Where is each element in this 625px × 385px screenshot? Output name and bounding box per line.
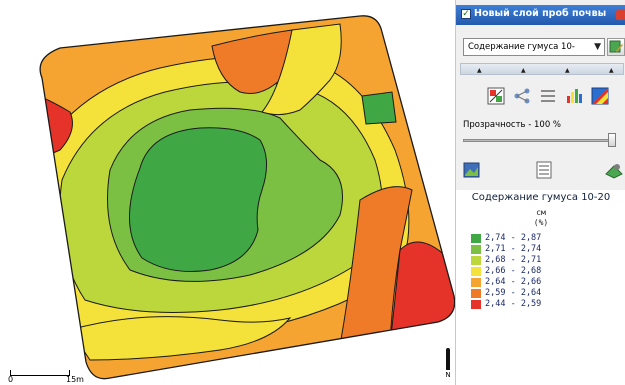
legend-swatch [471,234,481,243]
legend-swatch [471,245,481,254]
close-icon[interactable] [616,10,625,20]
layer-title: Новый слой проб почвы [474,8,607,19]
legend-range: 2,71 - 2,74 [485,244,542,254]
field-boundary [39,15,455,380]
pencil-icon [609,40,623,53]
opacity-slider-handle[interactable] [608,133,616,147]
layer-actions [456,160,625,184]
map-image-icon[interactable] [462,160,482,180]
legend-unit-line1: см [536,208,546,217]
soil-zone-map [39,15,455,380]
scale-distance-label: 15m [66,375,84,384]
scale-line [10,370,70,376]
ruler-tick[interactable]: ▲ [477,67,482,74]
zone-bottom-strip [69,316,292,361]
zone-dark-green [129,127,267,272]
chevron-down-icon[interactable]: ▼ [594,42,601,52]
ruler-tick[interactable]: ▲ [565,67,570,74]
classify-icon[interactable] [486,86,506,106]
layer-edit-button[interactable] [607,38,625,56]
legend-range: 2,68 - 2,71 [485,255,542,265]
north-arrow-icon [446,348,450,370]
legend-range: 2,59 - 2,64 [485,288,542,298]
legend-swatch [471,267,481,276]
zone-dark-green-patch [361,91,397,125]
legend: Содержание гумуса 10-20 см (%) 2,74 - 2,… [456,190,625,385]
list-icon[interactable] [538,86,558,106]
tree-icon[interactable] [512,86,532,106]
zone-yellow-top [261,23,342,116]
north-arrow: N [440,348,456,384]
opacity-slider-track[interactable] [463,139,615,142]
attribute-table-icon[interactable] [534,160,554,180]
legend-range: 2,64 - 2,66 [485,277,542,287]
class-ruler[interactable]: ▲ ▲ ▲ ▲ [460,63,624,75]
legend-title: Содержание гумуса 10-20 [471,192,611,203]
legend-range: 2,44 - 2,59 [485,299,542,309]
palette-icon[interactable] [590,86,610,106]
layer-attribute-select[interactable]: Содержание гумуса 10- ▼ [463,38,605,56]
zone-dark-orange-right [339,186,413,346]
legend-range: 2,66 - 2,68 [485,266,542,276]
scale-zero-label: 0 [8,375,14,384]
export-icon[interactable] [604,160,624,180]
layer-title-bar[interactable]: ✓ Новый слой проб почвы [456,5,625,25]
histogram-icon[interactable] [564,86,584,106]
legend-unit-line2: (%) [533,218,549,227]
legend-swatch [471,300,481,309]
north-label: N [445,371,451,379]
legend-swatch [471,256,481,265]
layer-panel: ✓ Новый слой проб почвы Содержание гумус… [455,0,625,385]
layer-visibility-checkbox[interactable]: ✓ [461,9,471,19]
map-view[interactable]: 0 15m N [0,0,455,385]
legend-range: 2,74 - 2,87 [485,233,542,243]
zone-red-right [389,241,455,346]
opacity-label: Прозрачность - 100 % [463,120,561,130]
ruler-tick[interactable]: ▲ [609,67,614,74]
scale-bar: 0 15m [6,360,116,385]
legend-swatch [471,278,481,287]
layer-attribute-value: Содержание гумуса 10- [468,42,575,52]
ruler-tick[interactable]: ▲ [521,67,526,74]
legend-swatch [471,289,481,298]
